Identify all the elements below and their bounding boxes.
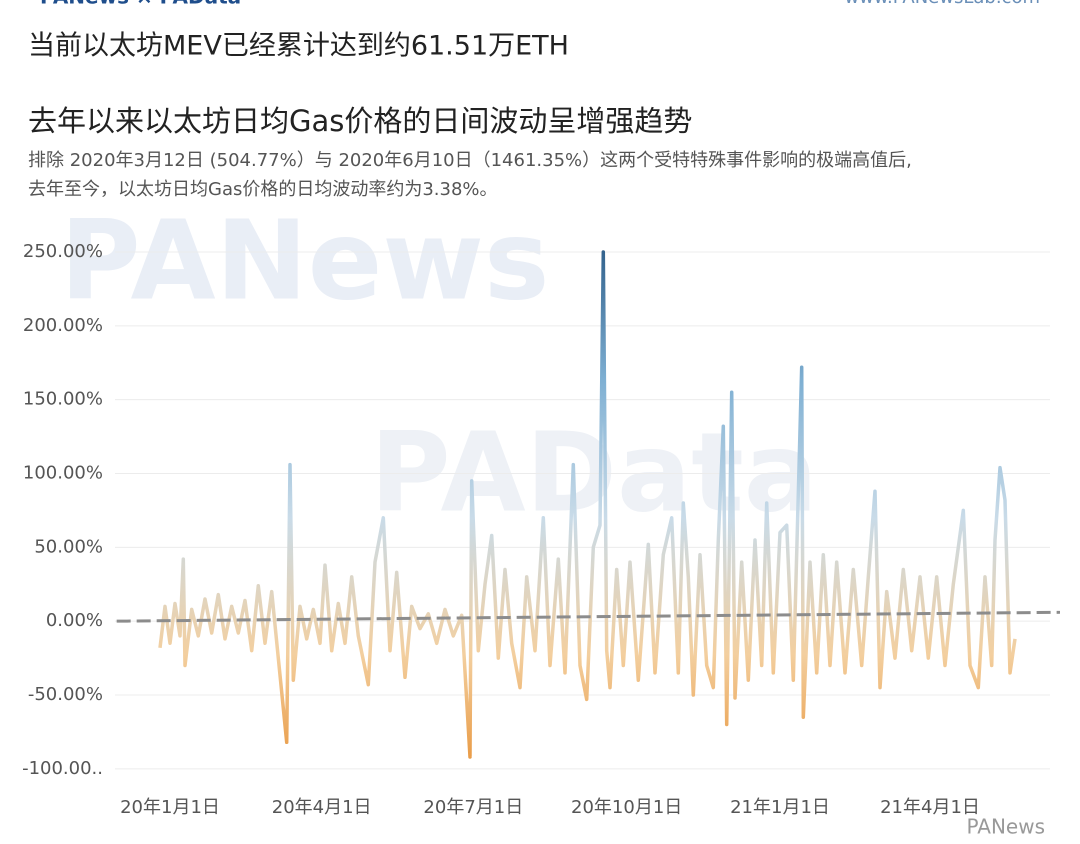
y-tick-label: 0.00% bbox=[46, 610, 103, 631]
header-left: PANews × PAData bbox=[40, 0, 241, 9]
x-tick-label: 20年10月1日 bbox=[571, 797, 682, 818]
x-tick-label: 21年1月1日 bbox=[730, 797, 830, 818]
watermark: PANews bbox=[60, 196, 549, 324]
y-tick-label: 150.00% bbox=[23, 389, 103, 410]
y-tick-label: 200.00% bbox=[23, 315, 103, 336]
x-tick-label: 20年4月1日 bbox=[272, 797, 372, 818]
x-tick-label: 20年1月1日 bbox=[120, 797, 220, 818]
x-tick-label: 21年4月1日 bbox=[880, 797, 980, 818]
header-right: www.PANewsLab.com bbox=[844, 0, 1040, 8]
subtitle: 排除 2020年3月12日 (504.77%）与 2020年6月10日（1461… bbox=[28, 150, 912, 171]
data-line bbox=[158, 250, 1017, 759]
watermark: PANews bbox=[966, 815, 1045, 839]
x-tick-label: 20年7月1日 bbox=[423, 797, 523, 818]
subtitle: 去年至今，以太坊日均Gas价格的日均波动率约为3.38%。 bbox=[28, 179, 498, 200]
y-tick-label: -100.00.. bbox=[22, 758, 103, 779]
chart-title: 去年以来以太坊日均Gas价格的日间波动呈增强趋势 bbox=[28, 104, 692, 138]
y-tick-label: 50.00% bbox=[34, 536, 103, 557]
y-tick-label: 250.00% bbox=[23, 241, 103, 262]
heading: 当前以太坊MEV已经累计达到约61.51万ETH bbox=[28, 31, 569, 62]
y-tick-label: 100.00% bbox=[23, 462, 103, 483]
trend-line bbox=[116, 610, 1061, 623]
y-tick-label: -50.00% bbox=[28, 684, 103, 705]
watermark: PAData bbox=[370, 408, 818, 536]
